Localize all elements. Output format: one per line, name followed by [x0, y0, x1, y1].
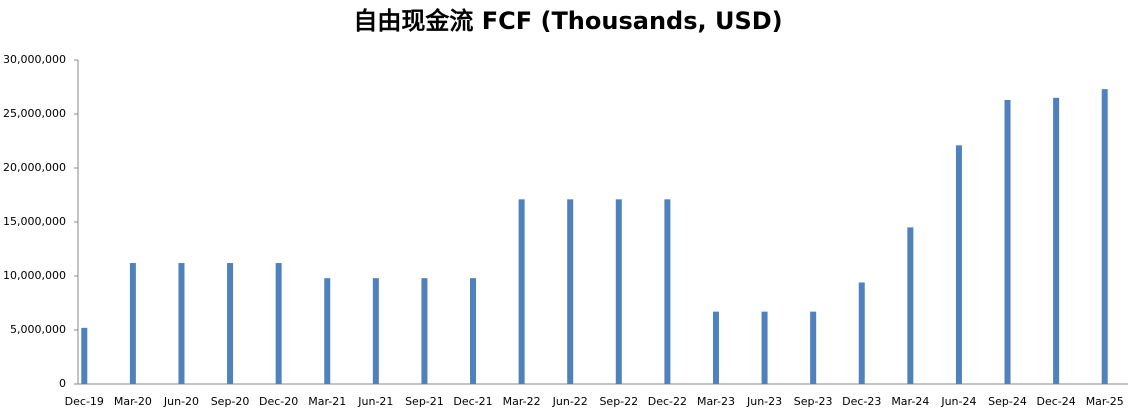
x-tick-label: Mar-23: [697, 395, 735, 408]
bar: [518, 199, 525, 384]
bar: [178, 263, 185, 384]
bar: [664, 199, 671, 384]
bar: [324, 278, 331, 384]
bar: [1004, 99, 1011, 385]
x-tick-label: Mar-21: [308, 395, 346, 408]
x-tick-label: Mar-22: [503, 395, 541, 408]
x-tick-label: Dec-20: [259, 395, 298, 408]
x-tick-label: Mar-20: [114, 395, 152, 408]
bar: [81, 327, 88, 384]
x-tick-label: Sep-24: [988, 395, 1027, 408]
x-tick-label: Dec-19: [65, 395, 104, 408]
x-tick-label: Sep-20: [211, 395, 250, 408]
bar: [1053, 97, 1060, 385]
x-tick-label: Jun-21: [357, 395, 393, 408]
bar: [567, 199, 574, 384]
bar: [761, 311, 768, 384]
x-tick-label: Sep-22: [599, 395, 638, 408]
y-tick-label: 15,000,000: [3, 215, 66, 228]
bar: [275, 263, 282, 384]
y-tick-label: 5,000,000: [10, 323, 66, 336]
y-tick-label: 30,000,000: [3, 53, 66, 66]
y-tick-label: 0: [59, 377, 66, 390]
x-tick-label: Dec-22: [648, 395, 687, 408]
x-tick-label: Sep-21: [405, 395, 444, 408]
bar: [712, 311, 719, 384]
bar: [955, 145, 962, 384]
bar: [1101, 89, 1108, 384]
x-tick-label: Jun-22: [552, 395, 588, 408]
x-tick-label: Jun-20: [163, 395, 199, 408]
bar: [227, 263, 234, 384]
x-tick-label: Sep-23: [794, 395, 833, 408]
bar: [470, 278, 477, 384]
x-tick-label: Dec-21: [453, 395, 492, 408]
x-tick-label: Dec-24: [1036, 395, 1075, 408]
bar: [810, 311, 817, 384]
y-tick-label: 25,000,000: [3, 107, 66, 120]
x-tick-label: Jun-23: [746, 395, 782, 408]
chart-title: 自由现金流 FCF (Thousands, USD): [353, 7, 782, 35]
bar: [421, 278, 428, 384]
bar: [615, 199, 622, 384]
bar: [129, 263, 136, 384]
x-tick-label: Dec-23: [842, 395, 881, 408]
bar: [907, 227, 914, 384]
y-tick-label: 10,000,000: [3, 269, 66, 282]
x-tick-label: Mar-25: [1086, 395, 1124, 408]
bar: [372, 278, 379, 384]
x-tick-label: Jun-24: [940, 395, 976, 408]
bar: [858, 282, 865, 384]
x-tick-label: Mar-24: [891, 395, 929, 408]
y-tick-label: 20,000,000: [3, 161, 66, 174]
